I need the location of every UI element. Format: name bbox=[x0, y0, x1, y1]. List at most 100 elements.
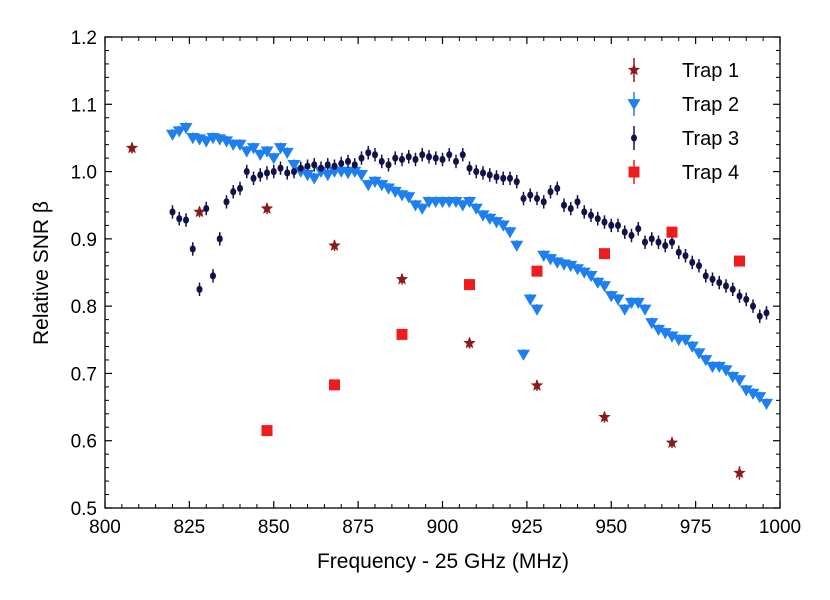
trap-3-point bbox=[237, 184, 243, 192]
trap-3-point bbox=[392, 154, 399, 162]
trap-3-point bbox=[196, 285, 203, 293]
trap-2-point bbox=[665, 331, 679, 343]
trap-3-point bbox=[210, 272, 216, 280]
trap-3-point bbox=[243, 167, 250, 176]
y-tick-label: 0.7 bbox=[71, 364, 97, 385]
trap-2-point bbox=[760, 398, 773, 410]
trap-3-point bbox=[399, 155, 405, 164]
trap-2-point bbox=[247, 143, 260, 155]
trap-3-point bbox=[689, 258, 696, 267]
x-axis-label: Frequency - 25 GHz (MHz) bbox=[317, 550, 569, 573]
legend-trap-1-label: Trap 1 bbox=[682, 60, 739, 82]
trap-2-point bbox=[321, 170, 335, 182]
trap-3-point bbox=[655, 238, 662, 246]
trap-3-point bbox=[365, 149, 372, 157]
trap-3-point bbox=[297, 164, 304, 172]
trap-2-point bbox=[692, 348, 706, 360]
trap-2-point bbox=[301, 170, 314, 182]
trap-2-point bbox=[463, 196, 476, 209]
trap-3-point bbox=[480, 169, 486, 177]
x-tick-label: 1000 bbox=[759, 517, 801, 538]
trap-3-point bbox=[291, 167, 297, 176]
y-tick-label: 1.1 bbox=[71, 95, 97, 116]
trap-3-point bbox=[169, 208, 176, 216]
legend-trap-1-marker bbox=[627, 63, 641, 76]
trap-2-point bbox=[591, 277, 605, 289]
trap-3-point bbox=[351, 161, 358, 169]
trap-3-point bbox=[203, 204, 210, 213]
y-tick-label: 0.5 bbox=[71, 499, 97, 520]
y-tick-label: 1.2 bbox=[71, 28, 97, 49]
trap-3-point bbox=[264, 169, 270, 177]
trap-2-point bbox=[746, 388, 760, 400]
trap-2-point bbox=[510, 240, 524, 252]
trap-3-point bbox=[318, 164, 324, 172]
trap-3-point bbox=[493, 173, 500, 181]
trap-2-point bbox=[287, 159, 301, 172]
y-tick-label: 0.8 bbox=[71, 297, 97, 318]
trap-2-point bbox=[476, 210, 490, 222]
trap-1-point bbox=[260, 202, 274, 214]
data-markers bbox=[125, 122, 773, 479]
trap-2-point bbox=[739, 385, 753, 397]
trap-3-point bbox=[385, 161, 392, 169]
error-bars bbox=[131, 122, 768, 480]
trap-3-point bbox=[594, 215, 601, 223]
legend-trap-2-label: Trap 2 bbox=[682, 94, 739, 116]
trap-3-point bbox=[250, 174, 257, 182]
x-tick-label: 800 bbox=[89, 517, 121, 538]
trap-1-point bbox=[665, 436, 679, 448]
axis-ticks bbox=[104, 36, 781, 509]
trap-2-point bbox=[571, 264, 584, 276]
trap-3-point bbox=[311, 161, 318, 169]
trap-2-point bbox=[530, 304, 544, 316]
trap-3-point bbox=[277, 164, 284, 172]
trap-4-point bbox=[464, 279, 475, 291]
trap-1-point bbox=[733, 466, 746, 479]
trap-3-point bbox=[642, 238, 648, 246]
trap-1-point bbox=[530, 379, 544, 391]
trap-4-point bbox=[666, 226, 678, 238]
trap-2-point bbox=[483, 213, 497, 225]
trap-3-point bbox=[473, 167, 480, 176]
trap-3-point bbox=[507, 174, 513, 182]
trap-2-point bbox=[631, 297, 645, 309]
trap-3-point bbox=[648, 235, 655, 243]
trap-3-point bbox=[189, 245, 196, 253]
trap-2-point bbox=[719, 365, 733, 377]
trap-3-point bbox=[696, 262, 702, 270]
x-tick-label: 850 bbox=[258, 517, 290, 538]
trap-2-point bbox=[638, 304, 652, 316]
trap-2-point bbox=[523, 294, 537, 306]
trap-3-point bbox=[540, 198, 547, 206]
trap-3-point bbox=[669, 238, 675, 246]
trap-2-point bbox=[679, 334, 692, 346]
trap-3-point bbox=[554, 184, 561, 192]
trap-3-point bbox=[750, 302, 756, 310]
trap-3-point bbox=[736, 292, 743, 300]
trap-3-point bbox=[513, 178, 520, 186]
trap-2-point bbox=[449, 196, 463, 209]
trap-2-point bbox=[490, 217, 503, 229]
trap-2-point bbox=[733, 375, 746, 387]
trap-2-point bbox=[652, 324, 665, 336]
trap-2-point bbox=[598, 281, 611, 293]
trap-2-point bbox=[712, 361, 726, 373]
trap-2-point bbox=[388, 186, 402, 198]
trap-3-point bbox=[628, 231, 635, 240]
x-tick-label: 875 bbox=[342, 517, 374, 538]
trap-3-point bbox=[378, 157, 385, 166]
trap-2-point bbox=[382, 183, 395, 195]
trap-2-point bbox=[415, 203, 429, 215]
x-tick-label: 925 bbox=[511, 517, 543, 538]
legend-trap-3-label: Trap 3 bbox=[682, 128, 739, 150]
trap-3-point bbox=[743, 295, 750, 304]
trap-3-point bbox=[270, 167, 277, 176]
trap-3-point bbox=[459, 151, 466, 159]
trap-4-point bbox=[531, 265, 543, 277]
trap-3-point bbox=[615, 221, 621, 229]
trap-3-point bbox=[331, 162, 338, 170]
trap-3-point bbox=[702, 272, 709, 280]
trap-1-point bbox=[395, 272, 409, 285]
